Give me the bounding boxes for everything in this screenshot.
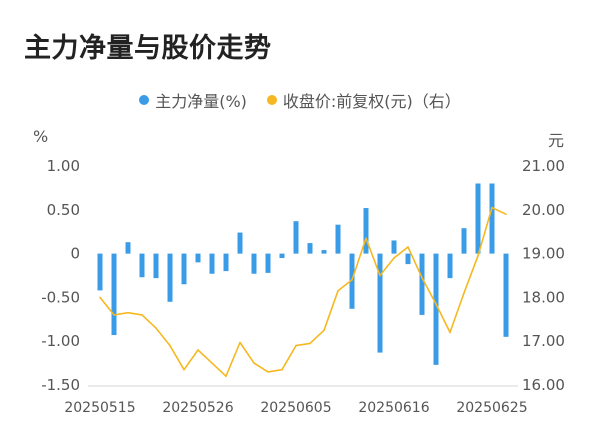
net-volume-bar: [279, 253, 285, 258]
chart-legend: 主力净量(%) 收盘价:前复权(元)（右）: [0, 88, 600, 112]
close-price-point: [141, 314, 143, 316]
left-axis-unit: %: [33, 127, 49, 146]
close-price-point: [407, 246, 409, 248]
close-price-point: [113, 314, 115, 316]
y-left-tick-label: 0.50: [47, 201, 80, 219]
close-price-point: [463, 292, 465, 294]
close-price-point: [127, 311, 129, 314]
close-price-point: [99, 296, 101, 299]
net-volume-bar: [447, 253, 453, 279]
net-volume-bar: [461, 228, 467, 254]
close-price-point: [155, 327, 157, 329]
close-price-point: [323, 329, 325, 332]
close-price-point: [295, 344, 297, 347]
close-price-point: [267, 371, 269, 373]
net-volume-bar: [125, 242, 131, 254]
net-volume-bar: [223, 253, 229, 272]
net-volume-bar: [251, 253, 257, 274]
close-price-point: [379, 274, 381, 277]
net-volume-bar: [335, 224, 341, 254]
y-right-tick-label: 20.00: [522, 201, 565, 219]
close-price-point: [477, 254, 479, 257]
chart-title: 主力净量与股价走势: [24, 33, 272, 64]
net-volume-bar: [419, 253, 425, 315]
net-volume-bar: [237, 232, 243, 254]
close-price-point: [183, 368, 185, 371]
y-left-tick-label: -1.00: [41, 332, 80, 350]
net-volume-bar: [153, 253, 159, 279]
close-price-line: [99, 206, 507, 378]
y-left-tick-label: -0.50: [41, 288, 80, 306]
net-volume-bar: [307, 243, 313, 254]
close-price-point: [309, 342, 311, 345]
legend-item-main-net[interactable]: 主力净量(%): [139, 88, 247, 112]
close-price-point: [197, 349, 199, 351]
y-left-tick-label: 1.00: [47, 157, 80, 175]
legend-bar-label: 主力净量(%): [155, 92, 247, 111]
y-right-tick-label: 19.00: [522, 245, 565, 263]
net-volume-bar: [139, 253, 145, 278]
y-left-tick-label: -1.50: [41, 376, 80, 394]
close-price-point: [169, 344, 171, 347]
net-volume-bar: [111, 253, 117, 336]
net-volume-bar: [265, 253, 271, 273]
net-volume-bar: [503, 253, 509, 337]
net-volume-bar: [433, 253, 439, 365]
close-price-point: [253, 362, 255, 364]
x-tick-label: 20250515: [64, 400, 135, 416]
y-right-tick-label: 17.00: [522, 332, 565, 350]
close-price-point: [239, 341, 241, 344]
close-price-point: [225, 375, 227, 378]
net-volume-bar: [293, 221, 299, 254]
net-volume-bar: [195, 253, 201, 263]
y-left-tick-label: 0: [70, 245, 80, 263]
net-volume-bar: [377, 253, 383, 353]
close-price-point: [435, 303, 437, 305]
net-volume-bar: [475, 183, 481, 254]
legend-item-close-price[interactable]: 收盘价:前复权(元)（右）: [266, 88, 461, 112]
close-price-point: [281, 368, 283, 371]
close-price-point: [351, 279, 353, 281]
x-tick-label: 20250616: [358, 400, 429, 416]
y-right-tick-label: 18.00: [522, 288, 565, 306]
y-right-tick-label: 16.00: [522, 376, 565, 394]
net-volume-bar: [97, 253, 103, 291]
legend-bar-swatch: [139, 95, 150, 105]
net-volume-bar: [321, 250, 327, 254]
legend-line-label: 收盘价:前复权(元)（右）: [282, 92, 461, 111]
close-price-point: [449, 331, 451, 334]
right-axis-unit: 元: [548, 131, 565, 150]
x-tick-label: 20250625: [456, 400, 527, 416]
net-volume-bar: [181, 253, 187, 285]
close-price-point: [393, 257, 395, 259]
net-volume-bar: [363, 208, 369, 254]
close-price-point: [337, 290, 339, 292]
net-volume-bar: [349, 253, 355, 309]
net-volume-bar: [391, 240, 397, 254]
close-price-point: [491, 206, 493, 209]
x-tick-label: 20250526: [162, 400, 233, 416]
net-volume-bar: [489, 183, 495, 254]
x-tick-label: 20250605: [260, 400, 331, 416]
y-right-tick-label: 21.00: [522, 157, 565, 175]
close-price-point: [505, 213, 507, 215]
close-price-point: [365, 237, 367, 240]
close-price-point: [421, 276, 423, 279]
net-volume-bar: [167, 253, 173, 302]
net-volume-bar: [209, 253, 215, 274]
close-price-point: [211, 362, 213, 364]
legend-line-swatch: [266, 95, 277, 105]
net-volume-bar: [405, 253, 411, 265]
